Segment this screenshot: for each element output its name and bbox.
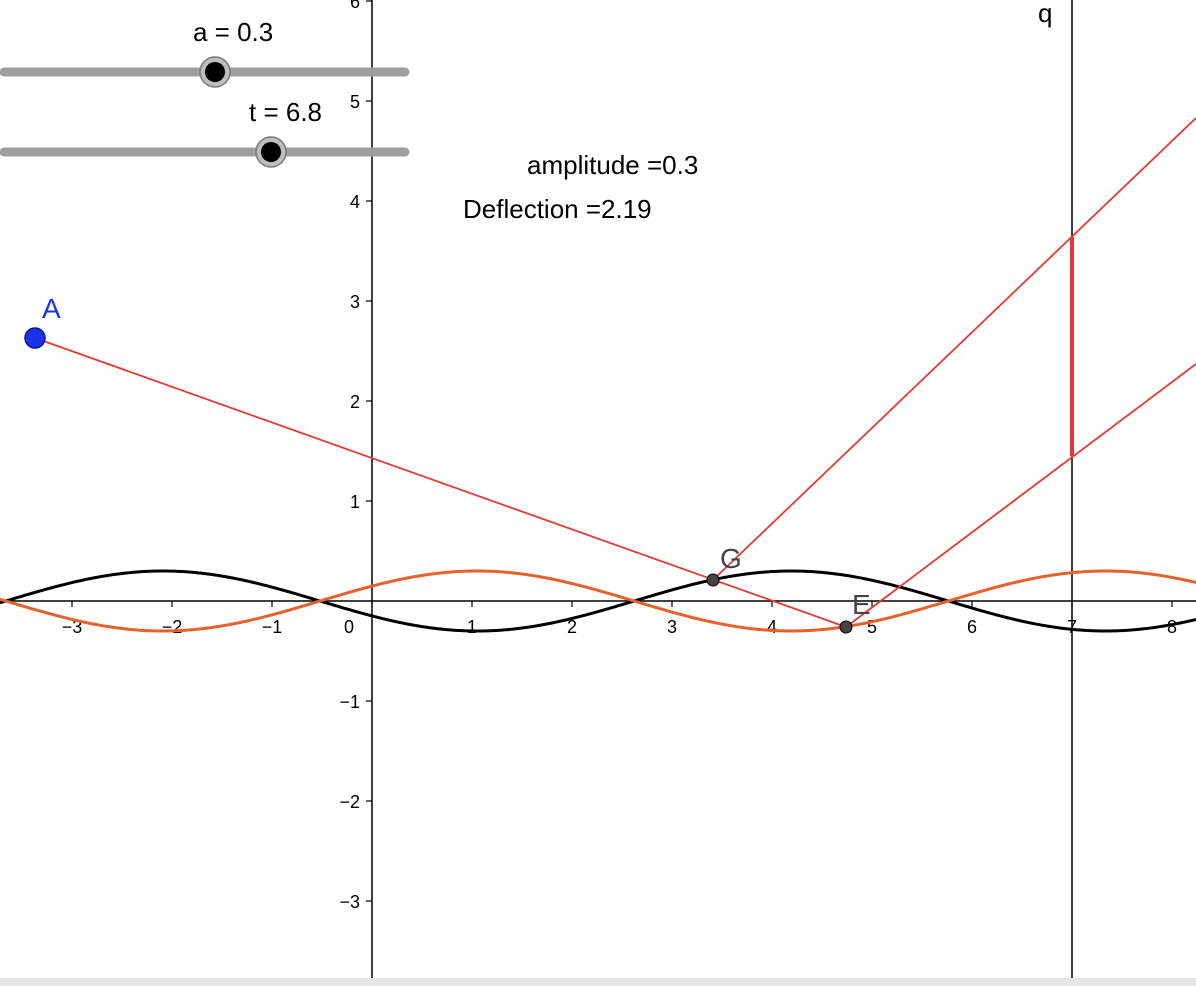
slider-a[interactable]: a = 0.3 [0, 17, 410, 88]
deflection-text: Deflection =2.19 [463, 194, 652, 224]
y-tick-label: −2 [339, 792, 360, 812]
x-tick-label: 7 [1067, 617, 1077, 637]
x-tick-label: 0 [344, 617, 354, 637]
bottom-border [0, 978, 1196, 986]
point-e[interactable] [839, 620, 853, 634]
point-e-label: E [852, 589, 871, 620]
y-tick-label: −1 [339, 692, 360, 712]
x-tick-label: 6 [967, 617, 977, 637]
point-a[interactable] [24, 327, 46, 349]
slider-t[interactable]: t = 6.8 [0, 97, 410, 168]
ray-a-to-e[interactable] [34, 337, 847, 628]
y-axis-ticks: −3 −2 −1 1 2 3 4 5 6 [339, 0, 372, 912]
point-g[interactable] [706, 573, 720, 587]
vertical-line-q-label: q [1038, 0, 1052, 28]
orange-wave-curve[interactable] [0, 569, 1196, 633]
y-tick-label: 6 [350, 0, 360, 12]
slider-t-label: t = 6.8 [249, 97, 322, 127]
ray-lower-reflected[interactable] [845, 363, 1196, 628]
amplitude-text: amplitude =0.3 [527, 150, 698, 180]
x-tick-label: −2 [162, 617, 183, 637]
y-tick-label: 4 [350, 192, 360, 212]
x-tick-label: 1 [467, 617, 477, 637]
y-tick-label: 1 [350, 492, 360, 512]
black-wave-curve[interactable] [0, 569, 1196, 633]
ray-upper-reflected[interactable] [712, 117, 1196, 581]
y-tick-label: 5 [350, 92, 360, 112]
x-axis-ticks: −3 −2 −1 0 1 2 3 4 5 6 7 8 [62, 601, 1177, 637]
x-tick-label: 8 [1167, 617, 1177, 637]
x-tick-label: 2 [567, 617, 577, 637]
x-tick-label: 3 [667, 617, 677, 637]
y-tick-label: 2 [350, 392, 360, 412]
slider-a-knob[interactable] [205, 62, 225, 82]
x-tick-label: −1 [262, 617, 283, 637]
x-tick-label: 5 [867, 617, 877, 637]
slider-t-knob[interactable] [261, 142, 281, 162]
x-tick-label: 4 [767, 617, 777, 637]
point-a-label: A [42, 293, 61, 324]
slider-a-label: a = 0.3 [193, 17, 273, 47]
y-tick-label: −3 [339, 892, 360, 912]
y-tick-label: 3 [350, 292, 360, 312]
point-g-label: G [720, 543, 742, 574]
